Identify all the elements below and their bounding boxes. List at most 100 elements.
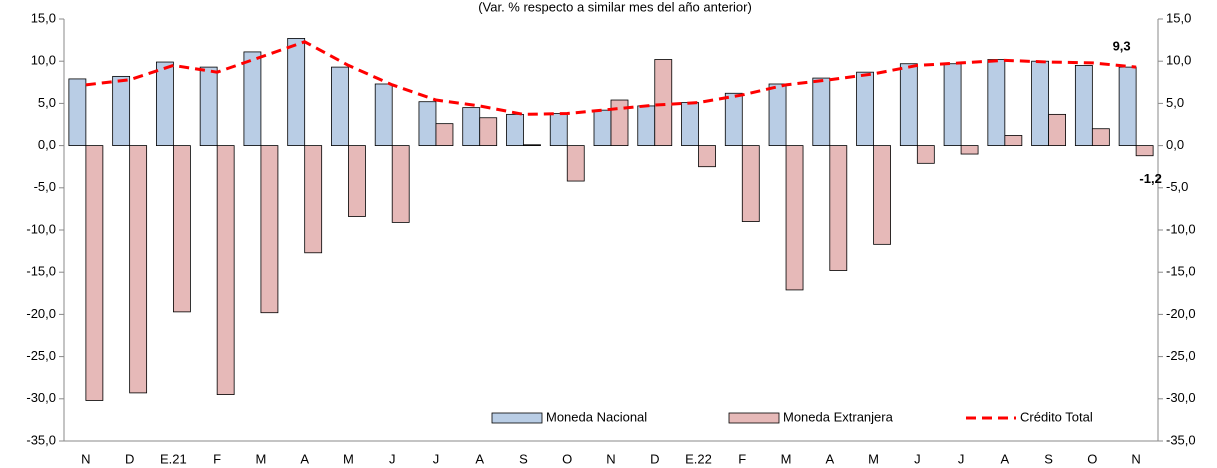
x-tick-label: M — [868, 451, 879, 466]
x-tick-label: M — [781, 451, 792, 466]
y-tick-label: -10,0 — [26, 221, 56, 236]
bar — [873, 145, 891, 245]
bar — [260, 145, 279, 314]
bar — [768, 83, 787, 146]
y2-tick-label: -5,0 — [1166, 179, 1188, 194]
x-tick-label: O — [1087, 451, 1097, 466]
bar — [155, 61, 174, 146]
bar — [435, 123, 454, 146]
bar — [741, 145, 760, 222]
legend-label: Moneda Nacional — [546, 409, 647, 424]
x-tick-label: O — [562, 451, 572, 466]
y-tick-label: 5,0 — [38, 95, 56, 110]
bar — [1118, 66, 1137, 146]
y2-tick-label: -35,0 — [1166, 432, 1196, 447]
bar — [698, 145, 716, 168]
x-tick-label: J — [914, 451, 921, 466]
y-tick-label: -20,0 — [26, 306, 56, 321]
bar — [899, 63, 918, 146]
bar — [331, 66, 349, 146]
x-tick-label: F — [213, 451, 221, 466]
x-tick-label: A — [825, 451, 834, 466]
y-tick-label: -5,0 — [34, 179, 56, 194]
bar — [391, 145, 410, 223]
bar — [593, 109, 612, 147]
legend-label: Crédito Total — [1020, 409, 1093, 424]
bar — [68, 78, 87, 147]
y2-tick-label: -30,0 — [1166, 390, 1196, 405]
y-tick-label: 10,0 — [31, 53, 56, 68]
bar — [654, 59, 673, 146]
x-tick-label: N — [606, 451, 615, 466]
y2-tick-label: -10,0 — [1166, 221, 1196, 236]
bar — [960, 145, 979, 155]
bar — [462, 107, 481, 147]
x-tick-label: J — [389, 451, 396, 466]
bar — [681, 102, 699, 146]
bar — [172, 145, 191, 313]
y2-tick-label: 15,0 — [1166, 10, 1191, 25]
bar — [829, 145, 848, 271]
y2-tick-label: 10,0 — [1166, 53, 1191, 68]
bar — [348, 145, 366, 217]
x-tick-label: A — [300, 451, 309, 466]
x-tick-label: E.21 — [160, 451, 187, 466]
bar — [1074, 65, 1093, 146]
data-label: 9,3 — [1113, 39, 1131, 54]
y-tick-label: -15,0 — [26, 264, 56, 279]
bar — [216, 145, 235, 395]
y-tick-label: 15,0 — [31, 10, 56, 25]
bar — [943, 63, 962, 146]
x-tick-label: M — [343, 451, 354, 466]
bar — [724, 92, 743, 147]
bar — [112, 75, 131, 146]
bar — [304, 145, 323, 254]
x-tick-label: S — [519, 451, 528, 466]
legend-swatch — [728, 412, 780, 424]
bar — [129, 145, 148, 394]
bar — [199, 66, 218, 146]
bar — [479, 117, 498, 147]
bar — [523, 144, 541, 146]
bar — [637, 105, 656, 146]
bar — [812, 77, 831, 146]
bar — [506, 113, 524, 147]
y-tick-label: -25,0 — [26, 348, 56, 363]
y-tick-label: -30,0 — [26, 390, 56, 405]
bar — [287, 38, 306, 147]
x-tick-label: N — [81, 451, 90, 466]
x-tick-label: F — [738, 451, 746, 466]
bar — [85, 145, 104, 401]
y2-tick-label: 0,0 — [1166, 137, 1184, 152]
y-tick-label: -35,0 — [26, 432, 56, 447]
bar — [785, 145, 804, 291]
bar — [549, 113, 568, 146]
data-label: -1,2 — [1139, 171, 1161, 186]
bar — [1091, 128, 1110, 147]
x-tick-label: J — [958, 451, 965, 466]
bar — [1048, 113, 1066, 147]
bar — [856, 71, 874, 146]
y2-tick-label: 5,0 — [1166, 95, 1184, 110]
line — [85, 40, 1137, 116]
y2-tick-label: -20,0 — [1166, 306, 1196, 321]
bar — [610, 99, 629, 147]
legend-label: Moneda Extranjera — [783, 409, 894, 424]
bar — [418, 101, 437, 146]
y-tick-label: 0,0 — [38, 137, 56, 152]
bar — [566, 145, 585, 182]
x-tick-label: E.22 — [685, 451, 712, 466]
x-tick-label: A — [475, 451, 484, 466]
x-tick-label: D — [650, 451, 659, 466]
chart-subtitle: (Var. % respecto a similar mes del año a… — [478, 0, 752, 14]
bar — [987, 59, 1006, 146]
x-tick-label: D — [125, 451, 134, 466]
bar — [1031, 60, 1049, 147]
bar — [243, 51, 262, 146]
y2-tick-label: -15,0 — [1166, 264, 1196, 279]
x-tick-label: N — [1131, 451, 1140, 466]
legend-swatch — [491, 412, 543, 424]
bar — [916, 145, 935, 164]
bar — [374, 83, 393, 146]
y2-tick-label: -25,0 — [1166, 348, 1196, 363]
